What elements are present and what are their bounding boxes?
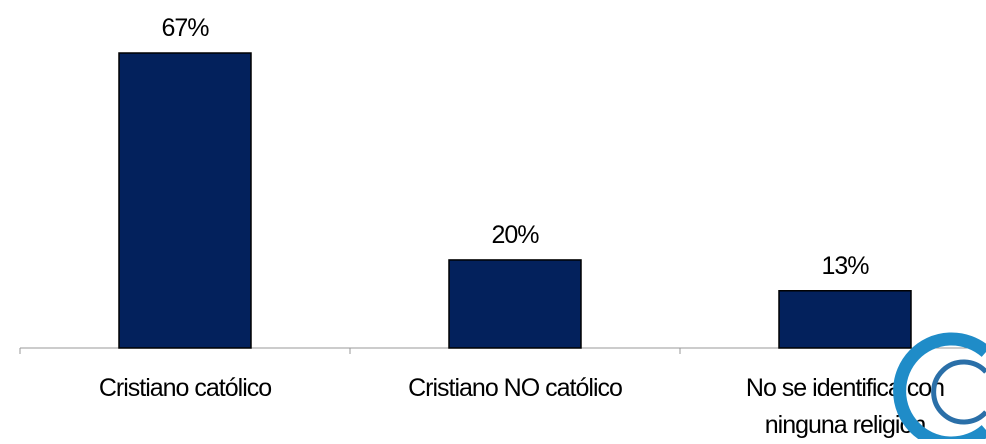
data-label-1: 67% — [161, 14, 209, 42]
category-label-2: Cristiano NO católico — [408, 374, 622, 402]
bar-1 — [118, 52, 252, 349]
logo-inner-arc — [931, 359, 986, 425]
data-label-3: 13% — [821, 252, 869, 280]
bar-3 — [778, 290, 912, 349]
data-label-2: 20% — [491, 221, 539, 249]
category-label-1: Cristiano católico — [99, 374, 271, 402]
category-label-3-line-1: No se identifica con — [746, 374, 944, 402]
bar-2 — [448, 259, 582, 349]
